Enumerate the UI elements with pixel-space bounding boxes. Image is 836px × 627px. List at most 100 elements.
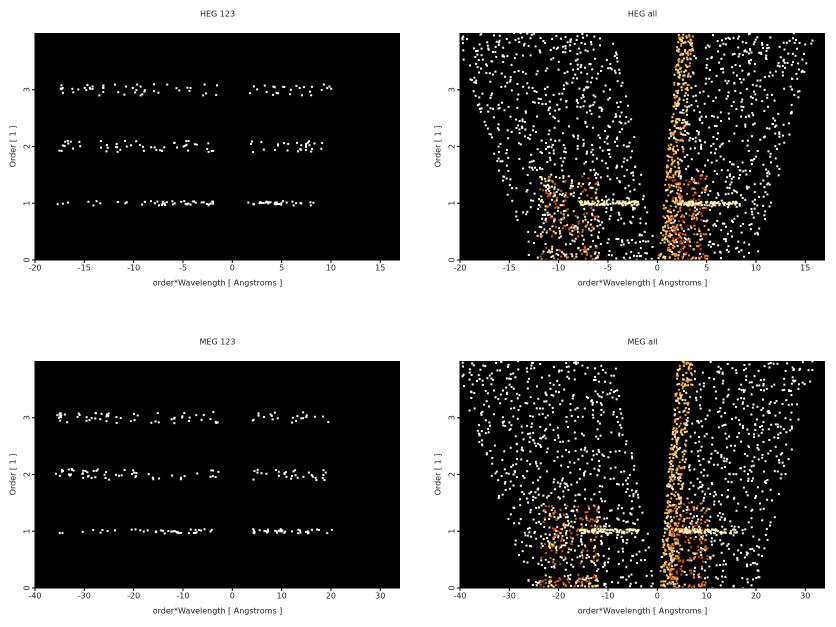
speckle [683,183,686,186]
speckle [677,48,680,51]
speckle [679,416,682,419]
speckle [762,382,765,385]
speckle [702,474,705,477]
speckle [580,580,583,583]
speckle [700,547,703,550]
speckle [560,546,563,549]
speckle [692,181,695,184]
speckle [281,200,284,203]
y-tick-label: 2 [23,472,32,477]
speckle [561,92,564,95]
speckle [522,85,525,88]
speckle [589,81,592,84]
speckle [673,159,676,162]
speckle [682,133,685,136]
speckle [694,556,697,559]
speckle [295,84,298,87]
speckle [739,92,742,95]
speckle [680,215,683,218]
speckle [778,45,781,48]
speckle [533,530,536,533]
speckle [487,405,490,408]
speckle [571,229,574,232]
speckle [615,398,618,401]
speckle [108,478,111,481]
speckle [479,110,482,113]
speckle [461,42,464,45]
speckle [567,439,570,442]
speckle [667,183,670,186]
speckle [720,532,723,535]
speckle [297,532,300,535]
speckle [736,37,739,40]
speckle [700,542,703,545]
speckle [267,202,270,205]
speckle [520,458,523,461]
speckle [679,548,682,551]
speckle [724,517,727,520]
speckle [136,83,139,86]
speckle [158,477,161,480]
speckle [560,544,563,547]
speckle [716,219,719,222]
speckle [536,115,539,118]
speckle [592,94,595,97]
speckle [671,116,674,119]
speckle [485,71,488,74]
speckle [559,98,562,101]
speckle [676,533,679,536]
speckle [512,32,515,35]
speckle [728,173,731,176]
speckle [574,517,577,520]
x-tick-label: -40 [28,592,41,601]
speckle [672,456,675,459]
speckle [674,436,677,439]
speckle [480,430,483,433]
speckle [543,434,546,437]
speckle [175,87,178,90]
speckle [618,434,621,437]
speckle [263,530,266,533]
speckle [95,200,98,203]
speckle [576,216,579,219]
speckle [107,415,110,418]
speckle [685,407,688,410]
speckle [481,92,484,95]
speckle [552,217,555,220]
speckle [538,581,541,584]
speckle [212,202,215,205]
speckle [176,146,179,149]
speckle [629,156,632,159]
speckle [679,67,682,70]
speckle [598,220,601,223]
speckle [286,149,289,152]
speckle [671,527,674,530]
speckle [179,531,182,534]
speckle [571,81,574,84]
speckle [727,393,730,396]
speckle [672,230,675,233]
speckle [673,137,676,140]
speckle [681,428,684,431]
speckle [786,61,789,64]
speckle [680,496,683,499]
speckle [674,205,677,208]
speckle [586,575,589,578]
speckle [478,440,481,443]
speckle [748,381,751,384]
speckle [726,232,729,235]
speckle [189,203,192,206]
speckle [512,464,515,467]
speckle [277,474,280,477]
speckle [718,204,721,207]
speckle [681,139,684,142]
speckle [590,530,593,533]
speckle [580,64,583,67]
speckle [480,67,483,70]
speckle [599,223,602,226]
speckle [638,234,641,237]
speckle [590,399,593,402]
speckle [693,538,696,541]
speckle [612,413,615,416]
speckle [713,152,716,155]
